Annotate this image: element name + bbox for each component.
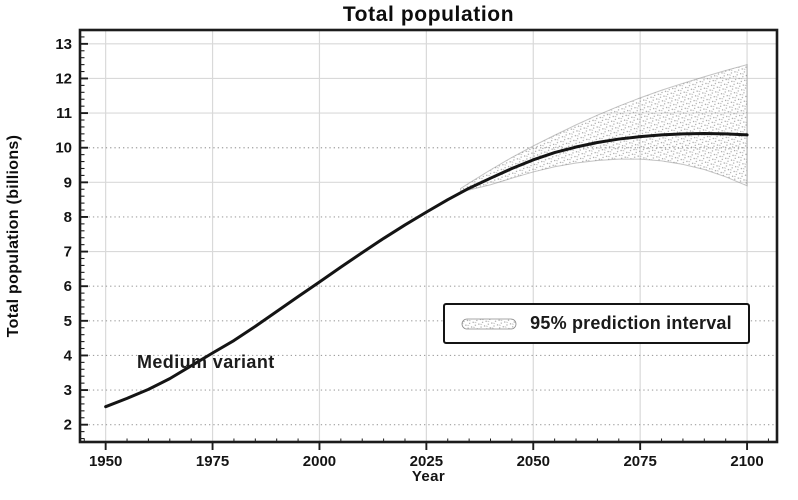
medium-variant-curve bbox=[104, 132, 749, 409]
y-tick-label: 9 bbox=[64, 174, 72, 191]
y-tick-label: 13 bbox=[55, 36, 72, 53]
y-tick-label: 2 bbox=[64, 417, 72, 434]
x-tick-label: 2100 bbox=[730, 453, 763, 470]
plot-frame bbox=[78, 28, 779, 444]
x-tick-label: 2000 bbox=[303, 453, 336, 470]
y-tick-label: 10 bbox=[55, 140, 72, 157]
legend-box: 95% prediction interval bbox=[443, 303, 750, 344]
y-tick-label: 6 bbox=[64, 278, 72, 295]
y-tick-label: 12 bbox=[55, 70, 72, 87]
y-tick-label: 11 bbox=[56, 105, 72, 122]
x-tick-label: 1975 bbox=[196, 453, 229, 470]
y-tick-label: 7 bbox=[64, 244, 72, 261]
prediction-interval-swatch bbox=[461, 318, 517, 329]
axis-ticks: 2 3 4 5 6 7 8 9 10 11 12 13 1950 1975 2000 2025 2050 2075… bbox=[55, 36, 769, 470]
chart-title: Total population bbox=[342, 3, 515, 26]
y-tick-label: 5 bbox=[64, 313, 72, 330]
y-tick-label: 4 bbox=[64, 347, 73, 364]
x-tick-label: 2075 bbox=[623, 453, 656, 470]
x-tick-label: 2025 bbox=[410, 453, 443, 470]
x-axis-title: Year bbox=[411, 468, 446, 485]
y-tick-label: 8 bbox=[64, 209, 72, 226]
x-tick-label: 1950 bbox=[89, 453, 122, 470]
y-tick-label: 3 bbox=[64, 382, 72, 399]
medium-variant-label: Medium variant bbox=[137, 352, 275, 372]
legend-label: 95% prediction interval bbox=[530, 313, 732, 333]
x-tick-label: 2050 bbox=[517, 453, 550, 470]
